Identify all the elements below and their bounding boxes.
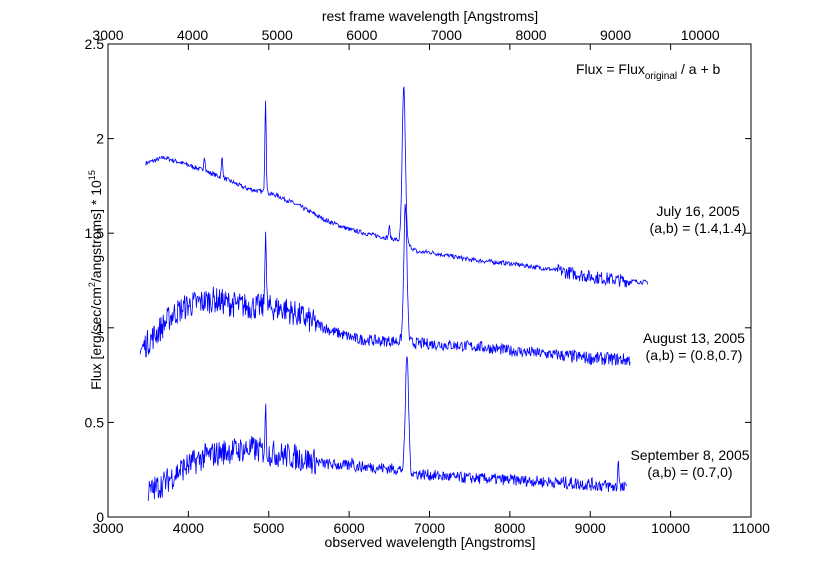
x-tick-label: 11000: [732, 520, 770, 536]
y-tick-label: 2.5: [85, 36, 105, 52]
y-axis-label-sup2: 15: [87, 170, 97, 180]
top-x-tick-label: 4000: [177, 27, 208, 43]
series-params-label: (a,b) = (1.4,1.4): [650, 220, 747, 236]
y-tick-label: 1.5: [85, 225, 105, 241]
top-x-tick-label: 8000: [515, 27, 546, 43]
x-tick-label: 8000: [494, 520, 525, 536]
y-tick-label: 0.5: [85, 414, 105, 430]
x-axis-label: observed wavelength [Angstroms]: [325, 534, 536, 550]
y-tick-label: 1: [96, 320, 104, 336]
spectra-lines: [139, 86, 648, 502]
y-axis-label-sup1: 2: [87, 282, 97, 287]
series-params-label: (a,b) = (0.7,0): [647, 464, 732, 480]
series-labels: July 16, 2005(a,b) = (1.4,1.4) August 13,…: [630, 203, 749, 480]
y-axis-label: Flux [erg/sec/cm2/angstroms] * 1015: [87, 170, 104, 390]
top-x-tick-label: 9000: [600, 27, 631, 43]
top-x-tick-label: 7000: [431, 27, 462, 43]
top-x-axis-label: rest frame wavelength [Angstroms]: [322, 8, 538, 24]
x-tick-label: 4000: [173, 520, 204, 536]
top-x-tick-label: 5000: [262, 27, 293, 43]
series-date-label: September 8, 2005: [630, 447, 749, 463]
top-x-ticks: 3000 4000 5000 6000 7000 8000 9000 10000: [92, 27, 719, 43]
series-date-label: July 16, 2005: [656, 203, 739, 219]
y-axis-label-main: Flux [erg/sec/cm: [88, 287, 104, 390]
spectrum-line: [145, 86, 648, 288]
spectrum-line: [139, 203, 631, 366]
x-tick-label: 7000: [414, 520, 445, 536]
flux-formula-suffix: / a + b: [677, 61, 720, 77]
series-date-label: August 13, 2005: [643, 330, 745, 346]
flux-formula-subscript: original: [645, 71, 677, 82]
x-tick-label: 9000: [575, 520, 606, 536]
y-ticks: 0 0.5 1 1.5 2 2.5: [85, 36, 751, 525]
flux-formula: Flux = Fluxoriginal / a + b: [576, 61, 721, 82]
top-x-tick-label: 10000: [681, 27, 720, 43]
y-tick-label: 2: [96, 131, 104, 147]
series-params-label: (a,b) = (0.8,0.7): [646, 347, 743, 363]
bottom-x-ticks: 3000 4000 5000 6000 7000 8000 9000 10000 11000: [92, 44, 770, 536]
y-axis-label-mid: /angstroms] * 10: [88, 180, 104, 282]
x-tick-label: 5000: [253, 520, 284, 536]
spectrum-line: [147, 356, 627, 502]
flux-formula-prefix: Flux = Flux: [576, 61, 645, 77]
x-tick-label: 10000: [651, 520, 690, 536]
x-tick-label: 3000: [92, 520, 123, 536]
x-tick-label: 6000: [334, 520, 365, 536]
top-x-tick-label: 6000: [346, 27, 377, 43]
y-tick-label: 0: [96, 509, 104, 525]
top-x-tick-label: 3000: [92, 27, 123, 43]
